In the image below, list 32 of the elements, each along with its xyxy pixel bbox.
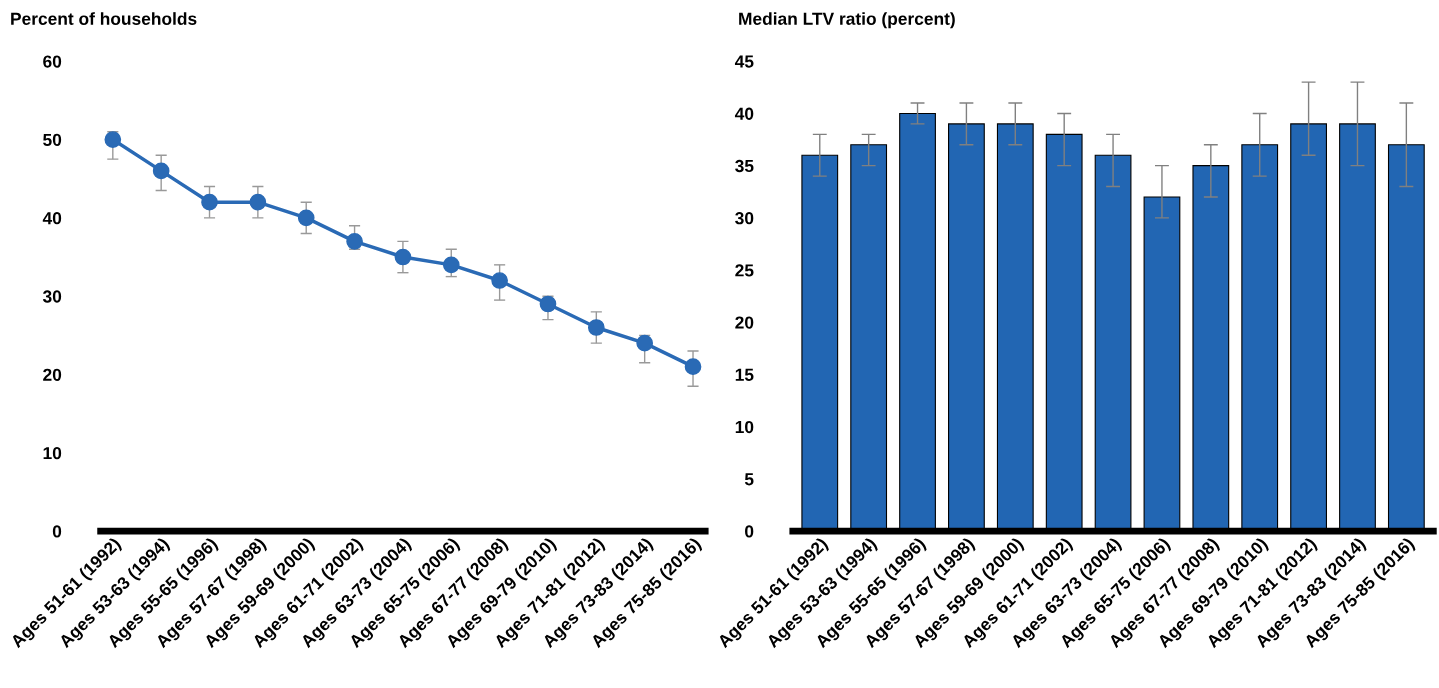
y-tick-label: 50 xyxy=(43,133,62,147)
y-tick-label: 20 xyxy=(735,316,754,329)
point xyxy=(587,319,605,336)
point xyxy=(539,295,557,313)
point xyxy=(201,193,218,211)
y-tick-label: 0 xyxy=(52,525,62,538)
point xyxy=(346,233,363,250)
y-tick-label: 20 xyxy=(43,368,62,381)
point xyxy=(636,334,654,352)
y-tick-label: 10 xyxy=(735,420,754,434)
y-axis-title: Median LTV ratio (percent) xyxy=(739,12,955,29)
y-tick-label: 5 xyxy=(744,473,754,486)
point xyxy=(104,131,122,148)
y-tick-label: 0 xyxy=(745,525,754,538)
point xyxy=(442,256,460,274)
y-tick-label: 15 xyxy=(735,368,754,381)
y-tick-label: 10 xyxy=(43,446,62,460)
point xyxy=(394,248,412,266)
y-tick-label: 40 xyxy=(42,212,62,225)
y-tick-label: 30 xyxy=(735,212,754,225)
point xyxy=(297,209,315,227)
y-tick-label: 40 xyxy=(734,107,754,120)
point xyxy=(684,358,702,376)
y-tick-label: 45 xyxy=(734,55,754,68)
y-tick-label: 30 xyxy=(42,290,62,303)
point xyxy=(491,272,508,289)
y-axis-title: Percent of households xyxy=(11,12,197,25)
y-tick-label: 25 xyxy=(735,264,754,277)
point xyxy=(152,162,170,180)
y-tick-label: 35 xyxy=(735,159,754,173)
y-tick-label: 60 xyxy=(43,55,62,68)
point xyxy=(249,193,267,211)
